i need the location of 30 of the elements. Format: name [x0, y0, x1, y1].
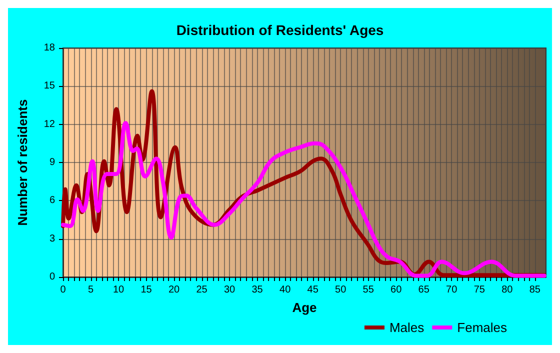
y-tick-label: 9: [49, 157, 56, 168]
x-tick-label: 30: [224, 284, 236, 296]
x-tick-label: 40: [280, 284, 292, 296]
y-tick-label: 3: [49, 233, 56, 244]
x-tick-label: 60: [390, 284, 402, 296]
legend-label: Females: [457, 320, 508, 335]
x-tick-label: 10: [112, 284, 125, 296]
x-tick-label: 85: [529, 284, 541, 296]
x-tick-label: 65: [418, 284, 430, 296]
y-axis-title: Number of residents: [15, 99, 30, 226]
y-tick-label: 18: [44, 42, 56, 54]
x-tick-label: 55: [362, 284, 374, 296]
x-tick-label: 20: [168, 284, 180, 296]
y-tick-label: 6: [49, 195, 56, 206]
legend-label: Males: [389, 320, 425, 335]
y-tick-label: 0: [49, 272, 56, 282]
x-tick-label: 25: [196, 284, 208, 296]
x-tick-label: 80: [502, 284, 514, 296]
y-tick-label: 12: [44, 118, 56, 130]
x-tick-label: 45: [307, 284, 319, 296]
x-tick-label: 50: [335, 284, 347, 296]
x-tick-label: 5: [88, 284, 94, 296]
x-axis-title: Age: [292, 300, 317, 315]
x-tick-label: 75: [474, 284, 486, 296]
x-tick-label: 35: [252, 284, 264, 296]
x-tick-label: 0: [60, 284, 66, 296]
y-tick-label: 15: [44, 80, 56, 92]
chart-title: Distribution of Residents' Ages: [176, 22, 384, 38]
x-tick-label: 15: [140, 284, 152, 296]
x-tick-label: 70: [446, 284, 458, 296]
